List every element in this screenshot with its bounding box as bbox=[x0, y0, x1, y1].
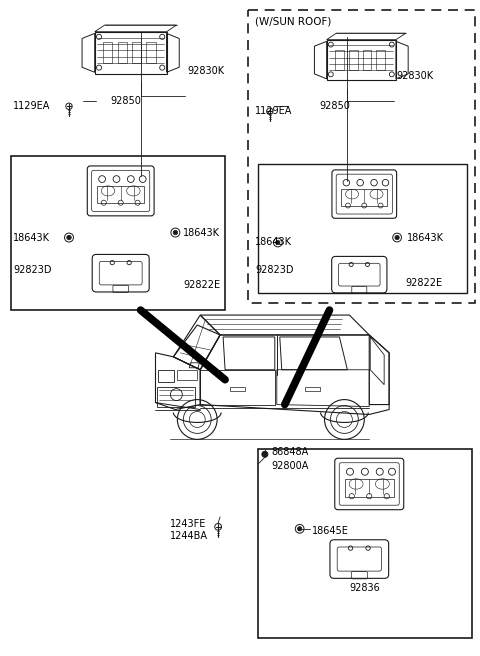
Bar bbox=[158, 370, 174, 382]
Text: 92823D: 92823D bbox=[255, 265, 293, 276]
Circle shape bbox=[395, 236, 399, 239]
Circle shape bbox=[67, 236, 71, 239]
Text: 92836: 92836 bbox=[349, 583, 380, 594]
Text: 1129EA: 1129EA bbox=[13, 101, 51, 112]
Text: 92850: 92850 bbox=[320, 101, 350, 112]
Bar bbox=[376, 50, 385, 70]
Circle shape bbox=[276, 240, 280, 245]
Bar bbox=[97, 186, 144, 203]
Text: 92830K: 92830K bbox=[396, 72, 433, 81]
Bar bbox=[132, 42, 141, 64]
Bar bbox=[12, 156, 225, 310]
Bar bbox=[230, 386, 245, 390]
Bar bbox=[341, 189, 387, 206]
Bar bbox=[348, 50, 358, 70]
Bar bbox=[146, 42, 156, 64]
Bar bbox=[157, 386, 195, 407]
Text: 18643K: 18643K bbox=[255, 237, 292, 247]
Circle shape bbox=[262, 451, 268, 457]
Bar bbox=[305, 386, 320, 390]
Bar bbox=[118, 42, 127, 64]
Text: 18643K: 18643K bbox=[183, 228, 220, 237]
Text: 18643K: 18643K bbox=[407, 232, 444, 243]
Text: 18643K: 18643K bbox=[13, 232, 50, 243]
Text: 92800A: 92800A bbox=[272, 461, 309, 471]
Bar bbox=[335, 50, 344, 70]
Text: 86848A: 86848A bbox=[272, 447, 309, 457]
Text: 92830K: 92830K bbox=[187, 66, 225, 77]
Bar bbox=[258, 164, 467, 293]
Bar bbox=[248, 10, 475, 303]
Bar bbox=[178, 370, 197, 380]
Text: 92850: 92850 bbox=[111, 96, 142, 106]
Circle shape bbox=[173, 230, 178, 235]
Text: (W/SUN ROOF): (W/SUN ROOF) bbox=[255, 17, 331, 27]
Bar bbox=[103, 42, 112, 64]
Text: 92822E: 92822E bbox=[405, 278, 442, 288]
Text: 1129EA: 1129EA bbox=[255, 106, 292, 116]
Text: 1243FE: 1243FE bbox=[170, 519, 207, 529]
Text: 92822E: 92822E bbox=[183, 280, 220, 290]
Text: 1244BA: 1244BA bbox=[170, 531, 208, 541]
Bar bbox=[345, 479, 394, 497]
Text: 92823D: 92823D bbox=[13, 265, 52, 276]
Bar bbox=[95, 31, 167, 74]
Circle shape bbox=[298, 527, 302, 531]
Bar bbox=[327, 39, 396, 81]
Bar bbox=[258, 449, 472, 638]
Text: 18645E: 18645E bbox=[312, 526, 348, 536]
Bar bbox=[362, 50, 372, 70]
